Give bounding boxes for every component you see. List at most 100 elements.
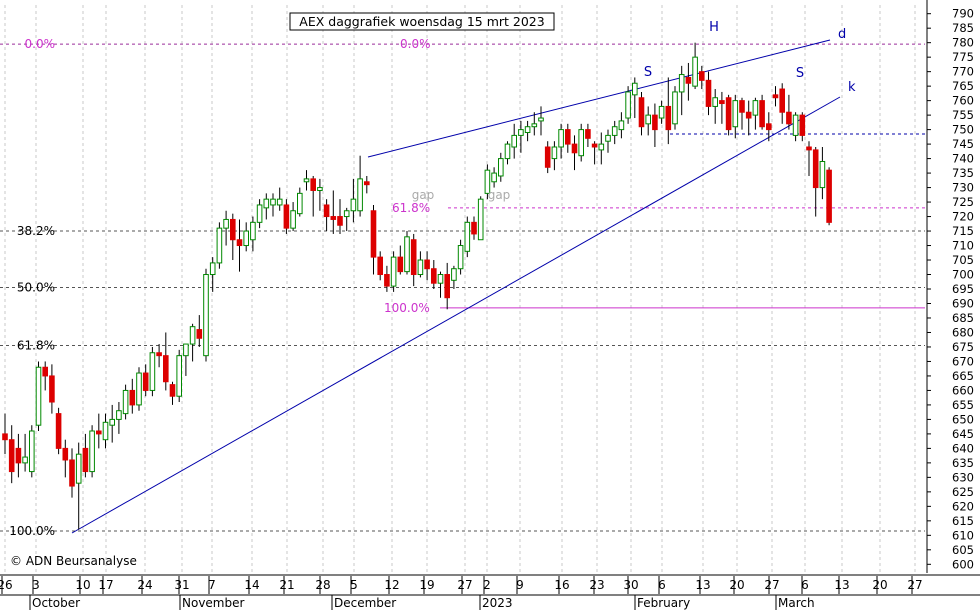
candle-body [343, 210, 350, 218]
annotations: 0.0% 38.2% 50.0% 61.8% 100.0% 0.0% 61.8% 100.0%… [9, 20, 856, 538]
y-tick-label: 695 [952, 282, 974, 296]
candle-body [444, 274, 450, 299]
candle-body [350, 198, 357, 212]
candle-body [792, 114, 799, 136]
fibonacci-right-label: 61.8% [392, 201, 430, 215]
candle-body [209, 262, 216, 276]
y-tick-label: 665 [952, 369, 974, 383]
fibonacci-left-label: 38.2% [17, 224, 55, 238]
fibonacci-left-label: 61.8% [17, 339, 55, 353]
candle-body [29, 430, 35, 473]
candle-body [598, 143, 605, 151]
candle-body [330, 216, 337, 220]
candle-body [297, 192, 303, 215]
candle-body [337, 216, 343, 226]
candle-body [183, 343, 189, 357]
trendline-label: k [848, 80, 856, 95]
y-tick-label: 675 [952, 340, 974, 354]
candle-body [491, 172, 497, 183]
candle-body [69, 459, 75, 487]
candle-body [431, 268, 437, 284]
x-tick-label: 26 [0, 578, 13, 592]
fibonacci-left-label: 50.0% [17, 281, 55, 295]
candle-body [397, 256, 404, 273]
candle-body [390, 256, 397, 287]
candle-body [451, 268, 457, 281]
candle-body [638, 97, 645, 128]
x-tick-label: 13 [695, 578, 710, 592]
candle-body [270, 198, 276, 206]
x-tick-label: 2 [483, 578, 491, 592]
candle-body [310, 178, 316, 191]
y-tick-label: 710 [952, 239, 974, 253]
grid [4, 5, 916, 573]
candle-body [15, 447, 22, 464]
candles [2, 42, 832, 530]
candle-body [276, 198, 283, 206]
y-tick-label: 740 [952, 152, 974, 166]
y-tick-label: 730 [952, 181, 974, 195]
candle-body [652, 114, 658, 131]
fibonacci-left-label: 100.0% [9, 524, 55, 538]
candle-body [404, 236, 410, 273]
y-tick-label: 785 [952, 21, 974, 35]
x-tick-label: 5 [350, 578, 358, 592]
candle-body [243, 230, 249, 247]
candle-body [725, 97, 732, 131]
x-tick-label: 30 [623, 578, 638, 592]
y-tick-label: 725 [952, 195, 974, 209]
candle-body [585, 129, 591, 139]
trendline [367, 39, 831, 158]
candle-body [116, 410, 122, 420]
candle-body [699, 71, 705, 81]
candle-body [558, 129, 564, 148]
candle-body [498, 158, 504, 177]
candle-body [82, 447, 89, 473]
candle-body [658, 105, 665, 119]
candle-body [62, 447, 69, 461]
candle-body [377, 256, 383, 276]
y-tick-label: 790 [952, 7, 974, 21]
candle-body [263, 198, 270, 209]
candle-body [256, 204, 263, 223]
candle-body [75, 453, 82, 484]
candle-body [35, 366, 42, 426]
candle-body [109, 418, 116, 426]
y-tick-label: 765 [952, 79, 974, 93]
candle-body [471, 221, 477, 235]
candle-body [49, 375, 55, 403]
candle-body [169, 384, 176, 397]
candle-body [2, 433, 8, 441]
y-tick-label: 760 [952, 94, 974, 108]
candle-body [236, 239, 243, 247]
x-tick-label: 28 [315, 578, 330, 592]
candle-body [672, 91, 678, 125]
chart-title: AEX daggrafiek woensdag 15 mrt 2023 [299, 14, 544, 29]
y-tick-label: 640 [952, 441, 974, 455]
y-tick-label: 645 [952, 427, 974, 441]
candle-body [806, 146, 812, 151]
y-tick-label: 735 [952, 166, 974, 180]
candle-body [457, 245, 464, 270]
candle-body [437, 274, 444, 284]
candle-body [779, 88, 786, 113]
y-tick-label: 755 [952, 108, 974, 122]
candle-body [283, 204, 290, 229]
x-tick-label: 21 [279, 578, 294, 592]
candle-body [384, 274, 390, 287]
candle-body [303, 178, 310, 183]
x-tick-label: 24 [137, 578, 152, 592]
candle-body [819, 160, 826, 189]
candle-body [136, 372, 142, 406]
y-tick-label: 635 [952, 456, 974, 470]
reference-lines [0, 43, 925, 532]
trendline [71, 96, 841, 534]
x-tick-label: 6 [801, 578, 809, 592]
candle-body [645, 114, 652, 125]
pattern-label: S [644, 65, 652, 80]
fibonacci-right-label: 0.0% [400, 37, 431, 51]
candle-body [578, 129, 585, 157]
x-tick-label: 9 [516, 578, 524, 592]
